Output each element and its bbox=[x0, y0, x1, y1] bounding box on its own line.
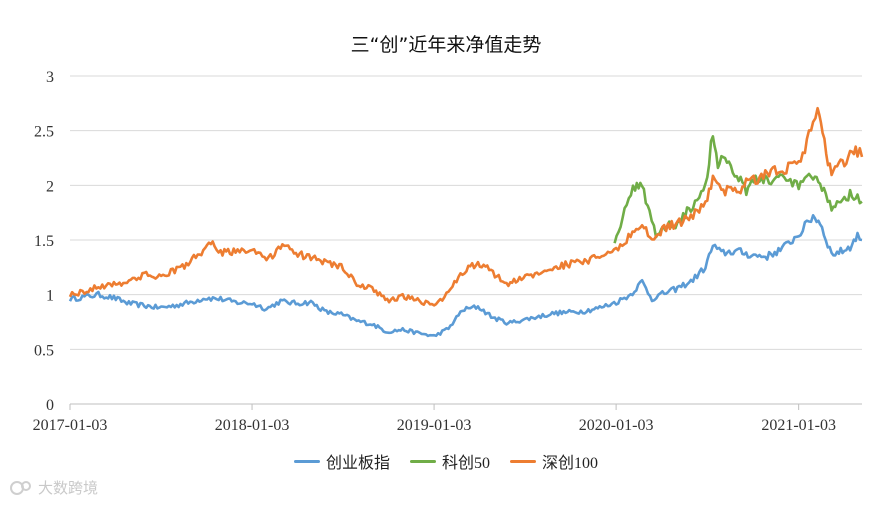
x-tick-label: 2018-01-03 bbox=[215, 417, 290, 434]
legend-swatch bbox=[409, 459, 436, 463]
y-tick-label: 2 bbox=[46, 178, 54, 195]
brand-logo-icon bbox=[10, 480, 31, 495]
legend-swatch bbox=[293, 459, 320, 463]
y-tick-label: 0 bbox=[46, 397, 54, 414]
series-line-1 bbox=[68, 214, 863, 338]
series-line-3 bbox=[68, 106, 864, 307]
watermark: 大数跨境 bbox=[10, 477, 98, 498]
y-tick-label: 3 bbox=[46, 69, 54, 86]
y-tick-label: 2.5 bbox=[34, 124, 54, 141]
x-tick-label: 2019-01-03 bbox=[397, 417, 472, 434]
x-tick-label: 2021-01-03 bbox=[761, 417, 836, 434]
y-tick-label: 1.5 bbox=[34, 233, 54, 250]
y-tick-label: 1 bbox=[46, 288, 54, 305]
x-tick-label: 2017-01-03 bbox=[33, 417, 108, 434]
legend-label: 创业板指 bbox=[325, 455, 390, 472]
legend-label: 深创100 bbox=[542, 455, 599, 472]
chart-legend: 创业板指 科创50 深创100 bbox=[0, 449, 892, 473]
y-tick-label: 0.5 bbox=[34, 342, 54, 359]
legend-swatch bbox=[510, 459, 536, 463]
legend-label: 科创50 bbox=[441, 455, 490, 472]
chart-title: 三“创”近年来净值走势 bbox=[350, 34, 542, 56]
watermark-text: 大数跨境 bbox=[38, 479, 99, 497]
x-tick-label: 2020-01-03 bbox=[579, 417, 654, 434]
legend-item: 深创100 bbox=[510, 449, 598, 473]
legend-item: 科创50 bbox=[409, 449, 490, 473]
legend-item: 创业板指 bbox=[293, 449, 390, 473]
